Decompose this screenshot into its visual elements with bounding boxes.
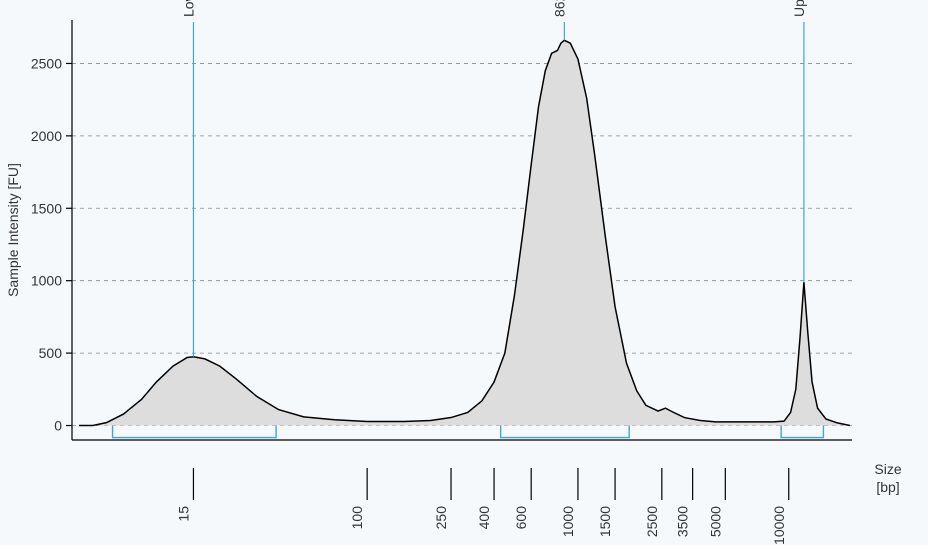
y-axis-label: Sample Intensity [FU] bbox=[5, 163, 21, 297]
x-tick-label: 1000 bbox=[560, 506, 576, 537]
x-tick-label: 1500 bbox=[597, 506, 613, 537]
marker-label-lower: Lower bbox=[180, 0, 196, 17]
x-tick-label: 3500 bbox=[675, 506, 691, 537]
x-tick-label: 15 bbox=[175, 506, 191, 522]
x-tick-label: 250 bbox=[433, 506, 449, 530]
y-tick-label: 500 bbox=[39, 345, 63, 361]
x-tick-label: 600 bbox=[513, 506, 529, 530]
x-tick-label: 2500 bbox=[644, 506, 660, 537]
y-tick-label: 1500 bbox=[31, 200, 62, 216]
marker-label-upper: Upper bbox=[791, 0, 807, 17]
x-axis-label-line2: [bp] bbox=[876, 479, 899, 495]
y-tick-label: 2500 bbox=[31, 55, 62, 71]
x-tick-label: 5000 bbox=[707, 506, 723, 537]
x-tick-label: 400 bbox=[476, 506, 492, 530]
electropherogram-chart: Lower 862 Upper 0 500 1000 1500 2000 2500 15 100 25… bbox=[0, 0, 928, 545]
marker-label-peak: 862 bbox=[551, 0, 567, 17]
y-tick-label: 0 bbox=[54, 418, 62, 434]
x-tick-label: 100 bbox=[349, 506, 365, 530]
y-tick-label: 2000 bbox=[31, 128, 62, 144]
x-tick-label: 10000 bbox=[771, 506, 787, 545]
y-tick-label: 1000 bbox=[31, 273, 62, 289]
x-axis-label-line1: Size bbox=[874, 461, 901, 477]
chart-background bbox=[0, 0, 928, 545]
